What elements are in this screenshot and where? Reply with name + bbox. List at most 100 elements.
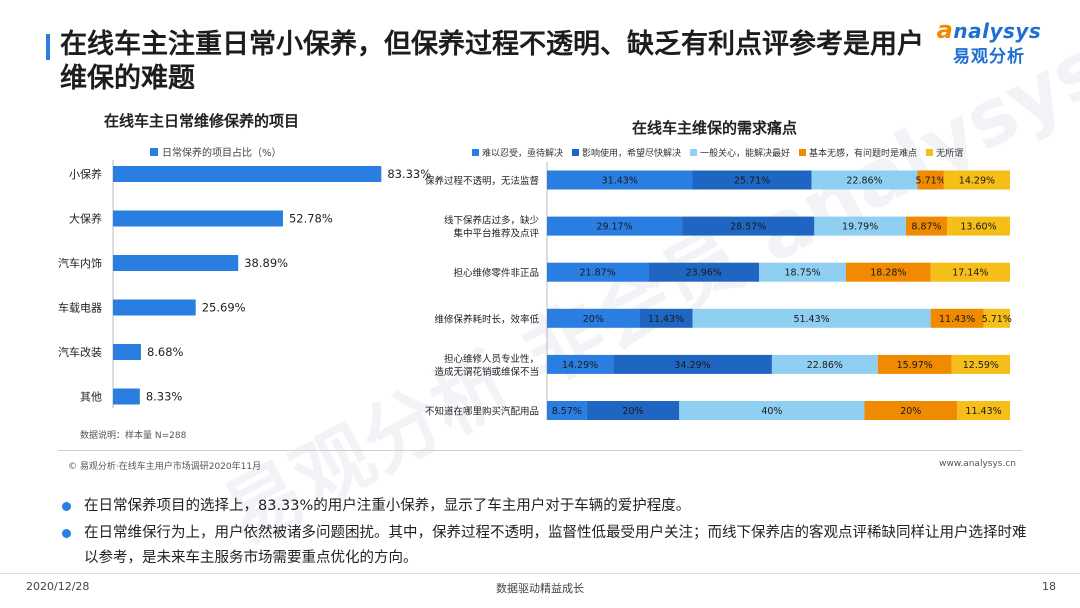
source-text: © 易观分析·在线车主用户市场调研2020年11月 [68,462,262,472]
legend-label: 基本无感，有问题时是难点 [809,149,918,159]
bar-segment [905,216,948,236]
category-label: 造成无谓花销或维保不当 [434,366,539,378]
bar-segment [943,170,1010,190]
bar-segment [692,170,812,190]
category-label: 其他 [80,391,102,404]
segment-label: 13.60% [960,222,996,233]
segment-label: 5.71% [982,314,1012,325]
legend-item: 基本无感，有问题时是难点 [799,146,917,159]
bullet-item: 在日常维保行为上，用户依然被诸多问题困扰。其中，保养过程不透明，监督性低最受用户… [62,521,1032,571]
title-accent-bar [46,34,50,60]
value-label: 25.69% [202,301,246,315]
value-label: 52.78% [289,212,333,226]
legend-swatch [150,147,158,156]
bar [113,210,283,227]
right-chart-legend: 难以忍受，亟待解决 影响使用，希望尽快解决 一般关心，能解决最好 基本无感，有问题时是… [472,146,972,159]
bar-segment [811,170,918,190]
bar-segment [864,401,958,420]
footer-divider [0,573,1080,574]
footer-date: 2020/12/28 [26,580,90,593]
legend-swatch [690,149,698,156]
logo-chinese-name: 易观分析 [953,47,1025,67]
category-label: 车载电器 [58,301,102,315]
bar [113,388,140,405]
segment-label: 34.29% [674,360,710,371]
bullet-dot-icon [62,529,71,538]
segment-label: 40% [761,406,782,417]
legend-label: 一般关心，能解决最好 [700,149,791,159]
segment-label: 28.57% [730,222,766,233]
legend-swatch [472,149,479,156]
bar-segment [639,308,693,328]
category-label: 维修保养耗时长，效率低 [434,313,539,325]
category-label: 不知道在哪里购买汽配用品 [425,406,539,418]
bullet-item: 在日常保养项目的选择上，83.33%的用户注重小保养，显示了车主用户对于车辆的爱… [62,494,1032,519]
segment-label: 25.71% [734,176,770,187]
data-note: 数据说明：样本量 N=288 [80,431,187,441]
bar-segment [547,170,693,190]
category-label: 集中平台推荐及点评 [453,228,539,240]
segment-label: 11.43% [648,314,684,325]
segment-label: 20% [622,406,643,417]
bullet-dot-icon [62,502,71,511]
legend-swatch [572,149,580,156]
value-label: 8.33% [146,390,183,404]
bar-segment [547,401,587,420]
value-label: 38.89% [244,256,288,270]
bar-segment [759,262,847,282]
segment-label: 14.29% [959,176,995,187]
segment-label: 11.43% [965,406,1001,417]
segment-label: 20% [900,406,921,417]
category-label: 大保养 [69,212,102,226]
bar-segment [814,216,906,236]
slide-title: 在线车主注重日常小保养，但保养过程不透明、缺乏有利点评参考是用户维保的难题 [60,29,924,94]
segment-label: 22.86% [807,360,843,371]
bar-segment [648,262,760,282]
segment-label: 20% [583,314,604,325]
segment-label: 18.28% [870,268,906,279]
bar-segment [930,262,1010,282]
segment-label: 17.14% [952,268,988,279]
legend-label: 日常保养的项目占比（%） [162,148,282,159]
segment-label: 51.43% [793,314,829,325]
legend-label: 无所谓 [936,149,964,159]
category-label: 小保养 [69,167,102,181]
category-label: 保养过程不透明，无法监督 [425,175,539,187]
bar-segment [846,262,931,282]
left-chart-legend: 日常保养的项目占比（%） [150,144,282,159]
bar-segment [951,354,1010,374]
segment-label: 29.17% [596,222,632,233]
segment-label: 31.43% [602,176,638,187]
divider [58,450,1022,451]
legend-label: 影响使用，希望尽快解决 [582,149,682,159]
bar-segment [682,216,815,236]
segment-label: 12.59% [963,360,999,371]
category-label: 担心维修零件非正品 [453,267,539,279]
value-label: 8.68% [147,345,184,359]
bar [113,344,141,360]
website-text: www.analysys.cn [939,459,1016,469]
segment-label: 21.87% [580,268,616,279]
bullet-list: 在日常保养项目的选择上，83.33%的用户注重小保养，显示了车主用户对于车辆的爱… [62,494,1032,573]
segment-label: 19.79% [842,222,878,233]
bar-segment [586,401,680,420]
legend-item: 难以忍受，亟待解决 [472,146,563,159]
bar-segment [917,170,944,190]
bar-segment [947,216,1010,236]
segment-label: 23.96% [686,268,722,279]
bar-segment [547,308,640,328]
bar [113,255,239,271]
legend-label: 难以忍受，亟待解决 [482,149,564,159]
segment-label: 18.75% [784,268,820,279]
category-label: 汽车改装 [58,345,102,359]
analysys-logo: analysys 易观分析 [924,16,1054,67]
left-chart-title: 在线车主日常维修保养的项目 [104,112,300,130]
legend-item: 一般关心，能解决最好 [690,146,790,159]
segment-label: 14.29% [562,360,598,371]
bar [113,166,382,182]
bar-segment [547,354,614,374]
bar-segment [930,308,984,328]
segment-label: 8.57% [552,406,582,417]
